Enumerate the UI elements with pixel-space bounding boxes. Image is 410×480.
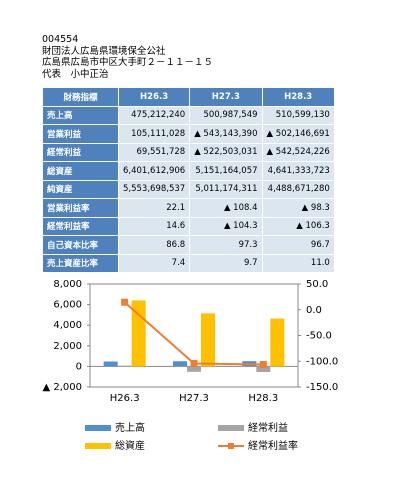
marker (259, 360, 267, 368)
cell: ▲ 542,524,226 (261, 142, 335, 162)
cell: ▲ 522,503,031 (189, 142, 263, 162)
legend-swatch (85, 443, 111, 449)
cell: H28.3 (261, 87, 335, 107)
y-tick-label: 0 (76, 361, 82, 372)
row-label: 経常利益率 (42, 216, 119, 236)
y2-tick-label: -50.0 (306, 331, 332, 342)
address: 広島県広島市中区大手町２－１１－１５ (42, 57, 214, 68)
header: 004554 財団法人広島県環境保全公社 広島県広島市中区大手町２－１１－１５ … (42, 34, 213, 80)
cell: 105,111,028 (117, 124, 191, 144)
legend-swatch (228, 443, 234, 449)
cell: 69,551,728 (117, 142, 191, 162)
cell: 4,641,333,723 (261, 161, 335, 181)
table-row: 総資産 6,401,612,906 5,151,164,057 4,641,333,7… (42, 161, 335, 181)
cell: 7.4 (117, 253, 191, 273)
y-tick-label: 8,000 (53, 279, 82, 290)
table-row: 自己資本比率 86.8 97.3 96.7 (42, 235, 335, 255)
cell: ▲ 98.3 (261, 198, 335, 218)
legend-swatch (85, 425, 111, 431)
y2-tick-label: -150.0 (306, 382, 338, 393)
x-tick-label: H26.3 (110, 393, 140, 404)
bar (201, 313, 215, 367)
table-row: 売上資産比率 7.4 9.7 11.0 (42, 253, 335, 273)
marker (190, 359, 198, 367)
cell: 5,151,164,057 (189, 161, 263, 181)
bar (187, 366, 201, 372)
table-row: 純資産 5,553,698,537 5,011,174,311 4,488,671,2… (42, 179, 335, 199)
cell: 4,488,671,280 (261, 179, 335, 199)
x-tick-label: H27.3 (179, 393, 209, 404)
row-label: 自己資本比率 (42, 235, 119, 255)
legend-swatch (218, 425, 244, 431)
org-name: 財団法人広島県環境保全公社 (42, 45, 166, 57)
bar (117, 365, 132, 367)
y-tick-label: ▲ 2,000 (43, 382, 83, 393)
y-tick-label: 2,000 (53, 341, 82, 352)
cell: ▲ 108.4 (189, 198, 263, 218)
cell: ▲ 106.3 (261, 216, 335, 236)
table-row: 営業利益 105,111,028 ▲ 543,143,390 ▲ 502,146,69… (42, 124, 335, 144)
cell: 86.8 (117, 235, 191, 255)
y2-tick-label: 50.0 (306, 279, 328, 290)
legend-label: 経常利益率 (248, 439, 298, 452)
row-label: 売上高 (42, 105, 119, 125)
row-label: 総資産 (42, 161, 119, 181)
table-row: 財務指標 H26.3 H27.3 H28.3 (42, 87, 335, 107)
y2-tick-label: 0.0 (306, 305, 322, 316)
cell: 6,401,612,906 (117, 161, 191, 181)
cell: 510,599,130 (261, 105, 335, 125)
y-tick-label: 6,000 (53, 300, 82, 311)
row-label: 財務指標 (42, 87, 119, 107)
cell: 22.1 (117, 198, 191, 218)
cell: 97.3 (189, 235, 263, 255)
row-label: 営業利益 (42, 124, 119, 144)
table-row: 経常利益 69,551,728 ▲ 522,503,031 ▲ 542,524,226 (42, 142, 335, 162)
bar (103, 361, 118, 367)
legend-label: 総資産 (115, 439, 145, 452)
legend-label: 経常利益 (248, 421, 288, 434)
row-label: 売上資産比率 (42, 253, 119, 273)
chart: ▲ 2,000 0 2,000 4,000 6,000 8,000 -150.0 -100.0… (43, 279, 339, 452)
y-tick-label: 4,000 (53, 320, 82, 331)
bar (256, 366, 271, 372)
cell: 96.7 (261, 235, 335, 255)
cell: 5,011,174,311 (189, 179, 263, 199)
legend-label: 売上高 (115, 421, 145, 434)
y2-tick-label: -100.0 (306, 356, 338, 367)
cell: 9.7 (189, 253, 263, 273)
cell: H26.3 (117, 87, 191, 107)
bar (173, 361, 187, 367)
cell: 5,553,698,537 (117, 179, 191, 199)
x-tick-label: H28.3 (248, 393, 278, 404)
finance-table: 財務指標 H26.3 H27.3 H28.3 売上高 475,212,240 500,987… (42, 87, 335, 273)
code: 004554 (42, 34, 79, 45)
cell: ▲ 104.3 (189, 216, 263, 236)
row-label: 経常利益 (42, 142, 119, 162)
cell: 500,987,549 (189, 105, 263, 125)
cell: ▲ 543,143,390 (189, 124, 263, 144)
table-row: 経常利益率 14.6 ▲ 104.3 ▲ 106.3 (42, 216, 335, 236)
cell: 475,212,240 (117, 105, 191, 125)
bar (270, 318, 285, 367)
cell: 11.0 (261, 253, 335, 273)
cell: 14.6 (117, 216, 191, 236)
row-label: 営業利益率 (42, 198, 119, 218)
table-row: 売上高 475,212,240 500,987,549 510,599,130 (42, 105, 335, 125)
row-label: 純資産 (42, 179, 119, 199)
cell: H27.3 (189, 87, 263, 107)
representative: 代表 小中正治 (42, 68, 109, 80)
cell: ▲ 502,146,691 (261, 124, 335, 144)
marker (121, 298, 129, 306)
table-row: 営業利益率 22.1 ▲ 108.4 ▲ 98.3 (42, 198, 335, 218)
